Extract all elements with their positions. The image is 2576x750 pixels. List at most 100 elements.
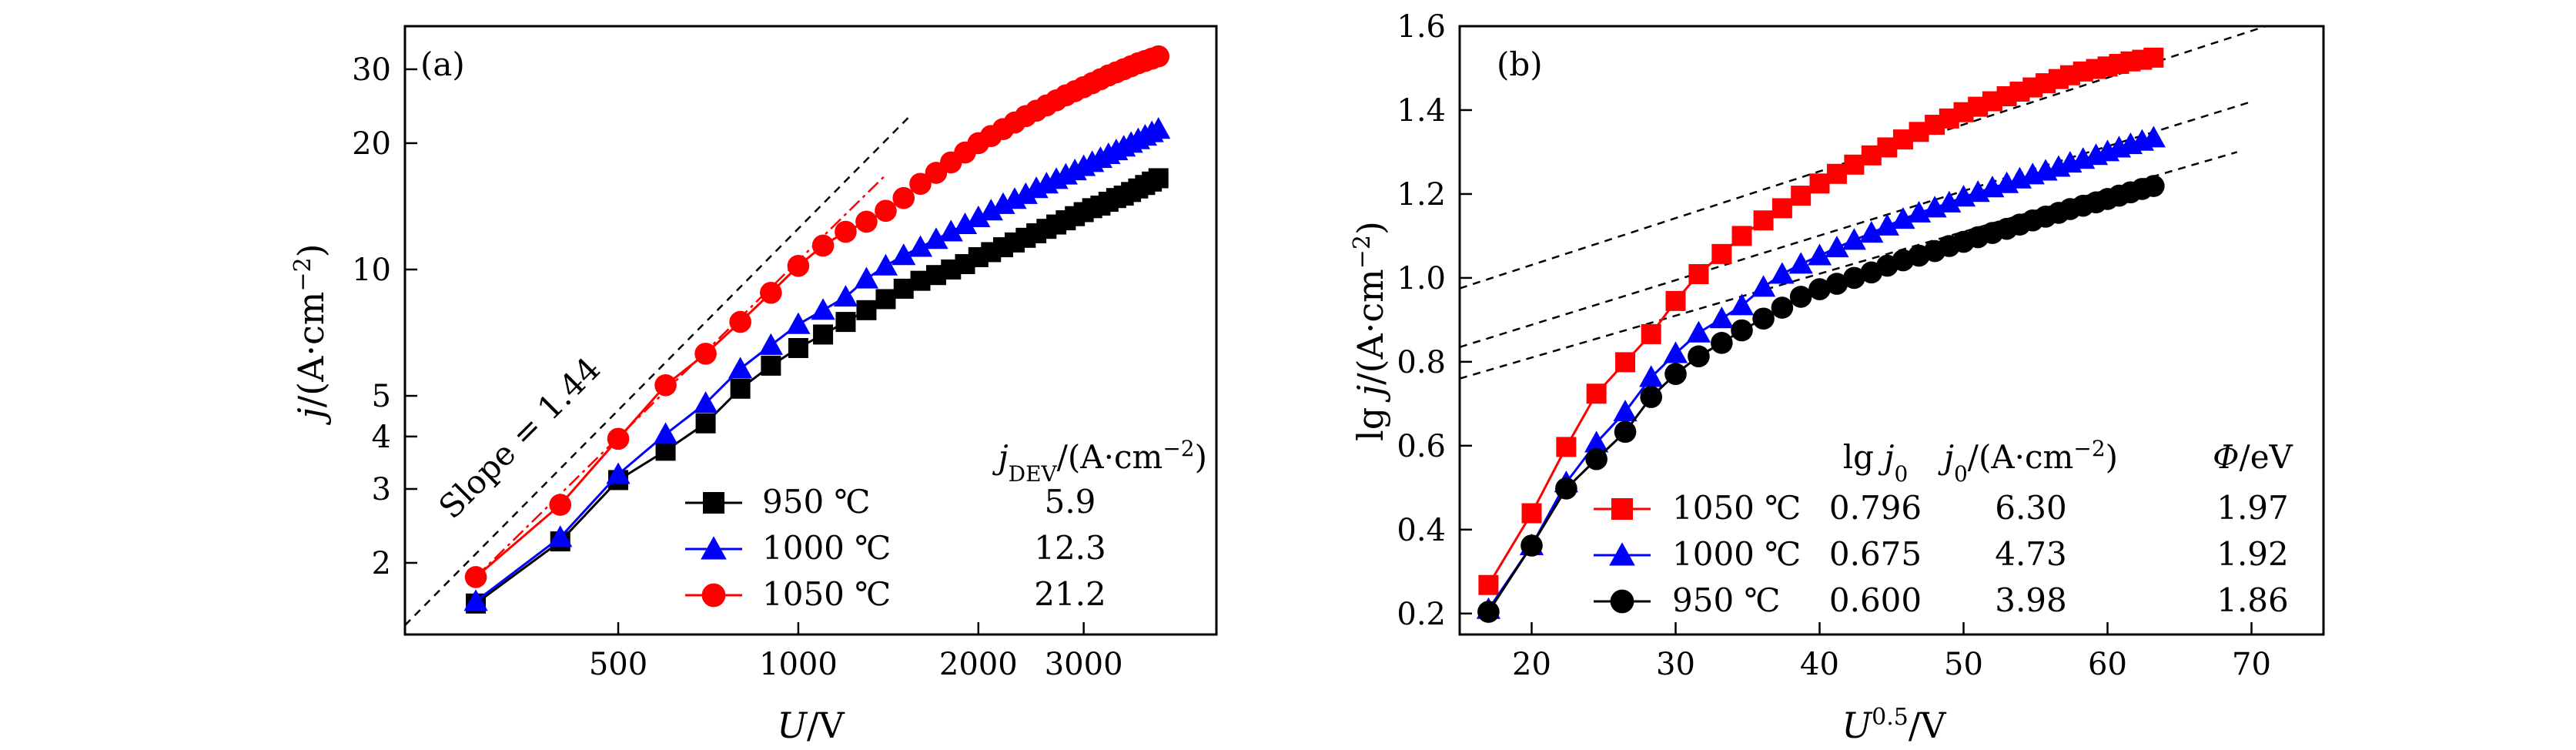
panel-a-data-point	[694, 343, 717, 365]
panel-b-y-axis-label: lg j/(A·cm−2)	[1349, 221, 1392, 441]
panel-b-data-point	[1859, 221, 1884, 243]
panel-a-data-point	[1146, 117, 1171, 139]
panel-a-data-point	[655, 440, 676, 461]
panel-a-data-point	[924, 227, 948, 249]
panel-b-x-tick-label: 20	[1512, 647, 1551, 682]
panel-a-x-tick-label: 3000	[1045, 647, 1123, 682]
panel-a-legend-marker	[701, 536, 727, 560]
panel-a-legend-label: 950 ℃	[762, 483, 871, 521]
panel-a-data-point	[654, 373, 677, 397]
panel-b-y-tick-label: 0.2	[1397, 597, 1446, 632]
panel-b-data-point	[1640, 386, 1663, 408]
panel-a-data-point	[835, 312, 856, 333]
panel-b-data-point	[1711, 332, 1733, 354]
panel-b-data-point	[2143, 175, 2165, 197]
panel-a-x-axis-label: U/V	[777, 705, 845, 746]
panel-a-data-point	[606, 462, 631, 484]
panel-a-data-point	[695, 413, 716, 434]
panel-b-axis-ticks: 20 30 40 50 60 70 0.2 0.4 0.6 0.8 1.0 1.2 1.4 1.6	[1397, 9, 2271, 682]
panel-b-data-point	[1614, 420, 1637, 444]
panel-a-fit-line	[404, 112, 913, 626]
panel-b-data-point	[1686, 320, 1711, 343]
panel-b-legend-header: lg j0	[1843, 438, 1909, 487]
panel-b-x-tick-label: 70	[2232, 647, 2271, 682]
panel-b-data-point	[1807, 243, 1832, 266]
panel-a-data-point	[1013, 182, 1038, 204]
panel-b-fit-lines	[1459, 25, 2267, 380]
panel-a-legend-marker	[701, 583, 726, 608]
panel-a-data-point	[835, 220, 857, 243]
panel-a-data-point	[1148, 168, 1169, 189]
panel-a-data-point	[811, 234, 835, 257]
panel-b-data-point	[1641, 323, 1661, 344]
panel-a-data-point	[811, 298, 835, 320]
panel-b-plot-frame	[1458, 25, 2325, 636]
panel-b-x-tick-label: 60	[2088, 647, 2127, 682]
panel-b-data-point	[1752, 307, 1775, 330]
panel-a-y-tick-label: 10	[352, 253, 391, 288]
panel-b-y-tick-label: 1.6	[1397, 9, 1446, 45]
panel-b-data-point	[1521, 503, 1542, 524]
panel-a-data-point	[854, 266, 879, 289]
panel-b-data-point	[1556, 437, 1577, 457]
panel-b-x-tick-label: 30	[1656, 647, 1695, 682]
panel-b-data-point	[1613, 400, 1638, 422]
panel-b-series-square	[1478, 47, 2164, 595]
panel-b-y-tick-label: 1.0	[1397, 261, 1446, 296]
panel-b-data-point	[1555, 477, 1577, 500]
panel-b-data-point	[1664, 363, 1687, 385]
panel-b-data-point	[1585, 447, 1607, 470]
panel-b-y-tick-label: 1.4	[1397, 93, 1446, 129]
panel-a-data-point	[938, 219, 963, 242]
panel-b-legend-j0: 6.30	[1995, 489, 2067, 527]
panel-a-y-tick-label: 4	[372, 420, 391, 455]
panel-a-data-point	[813, 324, 834, 345]
panel-a-series-square	[466, 168, 1169, 614]
panel-b-legend-j0: 3.98	[1995, 581, 2067, 619]
panel-a-y-tick-label: 3	[372, 472, 391, 507]
panel-b-data-point	[1477, 601, 1500, 623]
panel-b-fit-line	[1459, 25, 2267, 290]
panel-a-data-point	[548, 525, 573, 547]
panel-b-data-point	[1478, 574, 1499, 595]
panel-b-data-point	[1688, 263, 1709, 284]
panel-a-legend-value: 5.9	[1045, 483, 1096, 521]
panel-a-legend-header: jDEV/(A·cm−2)	[992, 436, 1207, 487]
panel-b-legend-marker	[1611, 498, 1633, 520]
panel-b-data-point	[1729, 293, 1755, 316]
panel-b-legend-label: 1050 ℃	[1672, 489, 1801, 527]
panel-b-y-tick-label: 1.2	[1397, 177, 1446, 213]
panel-a-data-point	[856, 300, 877, 320]
panel-a-data-point	[909, 172, 932, 196]
panel-a-data-point	[760, 281, 782, 304]
panel-a-data-point	[788, 337, 808, 358]
panel-a-legend-label: 1000 ℃	[762, 529, 891, 567]
panel-b-legend-entry: 950 ℃ 0.600 3.98 1.86	[1594, 581, 2289, 619]
panel-b-data-point	[1665, 290, 1686, 311]
panel-b-data-point	[1639, 365, 1664, 387]
panel-a-data-point	[787, 255, 810, 277]
panel-a-data-point	[893, 278, 914, 299]
panel-b-data-point	[1875, 213, 1899, 236]
panel-b-y-tick-label: 0.6	[1397, 429, 1446, 464]
panel-a-y-tick-label: 30	[352, 52, 391, 88]
panel-a-data-point	[786, 312, 811, 334]
panel-b-data-point	[1825, 236, 1849, 258]
panel-b-legend-phi: 1.92	[2216, 535, 2289, 573]
panel-a-data-point	[875, 199, 897, 223]
panel-a-data-point	[892, 186, 915, 209]
panel-b-data-point	[1771, 296, 1794, 319]
panel-b-y-tick-label: 0.4	[1397, 513, 1446, 548]
panel-a-x-tick-label: 1000	[759, 647, 838, 682]
panel-b-legend-j0: 4.73	[1995, 535, 2067, 573]
panel-a-y-tick-label: 5	[372, 379, 391, 414]
panel-b-data-point	[1584, 430, 1609, 453]
panel-b-x-tick-label: 50	[1944, 647, 1983, 682]
panel-a-legend-value: 12.3	[1034, 529, 1106, 567]
panel-a: 500 1000 2000 3000 2 3 4 5 10 20 30 (a) U/V j/(A·c…	[289, 25, 1218, 746]
panel-a-y-tick-label: 2	[372, 546, 391, 581]
panel-b-data-point	[1770, 262, 1795, 284]
panel-b-data-point	[1586, 383, 1607, 404]
panel-b-data-point	[2141, 126, 2166, 148]
